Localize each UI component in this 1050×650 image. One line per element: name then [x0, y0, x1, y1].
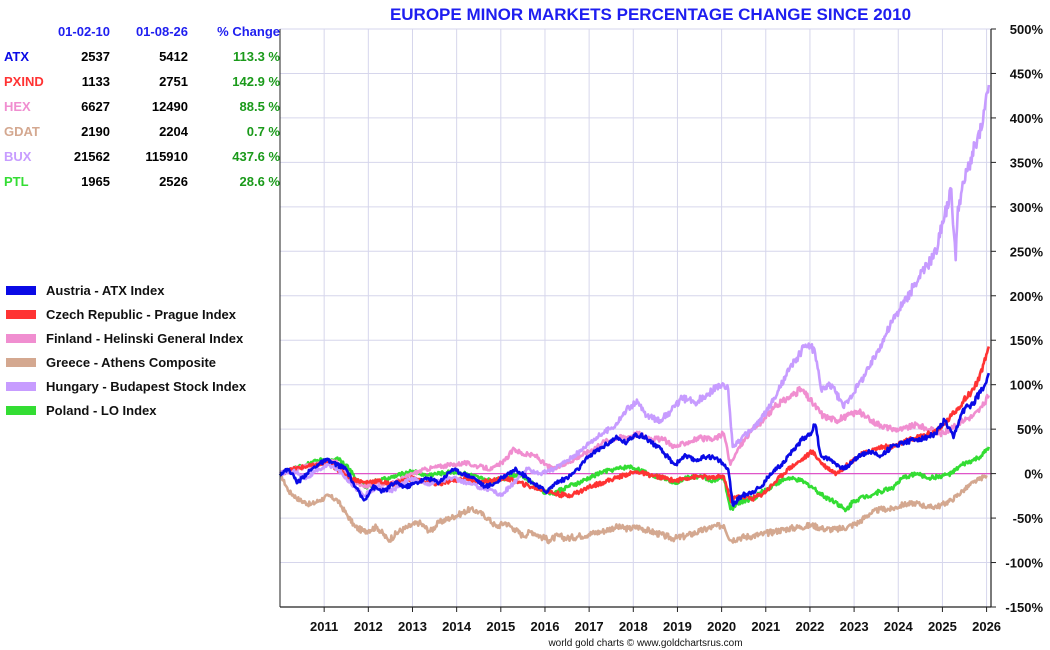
row-change: 142.9 %: [232, 74, 280, 89]
y-tick-label: 50%: [1017, 422, 1043, 437]
row-code: BUX: [4, 149, 32, 164]
legend-label: Greece - Athens Composite: [46, 354, 217, 370]
legend-item: Greece - Athens Composite: [6, 350, 246, 374]
row-start-value: 21562: [73, 149, 110, 164]
y-tick-label: 250%: [1010, 244, 1044, 259]
x-tick-label: 2011: [310, 619, 338, 634]
row-end-value: 12490: [151, 99, 188, 114]
legend-swatch: [6, 285, 36, 295]
x-tick-label: 2015: [486, 619, 515, 634]
row-code: ATX: [4, 49, 30, 64]
legend-swatch: [6, 381, 36, 391]
y-tick-label: -150%: [1005, 600, 1043, 615]
chart-legend: Austria - ATX Index Czech Republic - Pra…: [6, 278, 246, 422]
series-line-pxind: [279, 346, 991, 504]
row-end-value: 115910: [145, 149, 188, 164]
legend-item: Hungary - Budapest Stock Index: [6, 374, 246, 398]
row-end-value: 5412: [159, 49, 188, 64]
row-change: 28.6 %: [239, 174, 280, 189]
table-row: HEX 6627 12490 88.5 %: [4, 99, 280, 124]
legend-label: Hungary - Budapest Stock Index: [46, 378, 247, 394]
plot-background: [280, 29, 991, 607]
row-end-value: 2751: [159, 74, 188, 89]
y-tick-label: 100%: [1010, 378, 1044, 393]
legend-swatch: [6, 333, 36, 343]
series-line-bux: [278, 84, 991, 498]
x-tick-label: 2022: [795, 619, 824, 634]
row-change: 437.6 %: [232, 149, 280, 164]
x-tick-label: 2017: [575, 619, 604, 634]
row-code: GDAT: [4, 124, 40, 139]
y-tick-label: -50%: [1013, 511, 1044, 526]
legend-label: Poland - LO Index: [46, 402, 157, 418]
legend-swatch: [6, 357, 36, 367]
x-tick-labels: 2011 2012 2013 2014 2015 2016 2017 2018 2019 2020…: [310, 607, 1001, 634]
series-line-gdat: [279, 472, 988, 545]
x-tick-label: 2013: [398, 619, 427, 634]
row-code: HEX: [4, 99, 31, 114]
table-row: PTL 1965 2526 28.6 %: [4, 174, 280, 199]
legend-label: Austria - ATX Index: [46, 282, 165, 298]
x-tick-label: 2012: [354, 619, 383, 634]
table-row: GDAT 2190 2204 0.7 %: [4, 124, 280, 149]
x-tick-label: 2019: [663, 619, 692, 634]
y-tick-label: 350%: [1010, 155, 1044, 170]
y-tick-label: 200%: [1010, 289, 1044, 304]
grid: [280, 28, 991, 608]
row-start-value: 1133: [81, 74, 110, 89]
y-tick-label: 150%: [1010, 333, 1044, 348]
series-lines: [278, 84, 991, 545]
legend-item: Finland - Helinski General Index: [6, 326, 246, 350]
row-end-value: 2204: [159, 124, 188, 139]
row-start-value: 1965: [81, 174, 110, 189]
legend-swatch: [6, 309, 36, 319]
row-change: 0.7 %: [246, 124, 280, 139]
table-row: BUX 21562 115910 437.6 %: [4, 149, 280, 174]
x-tick-label: 2020: [707, 619, 736, 634]
y-tick-label: 400%: [1010, 111, 1044, 126]
legend-item: Austria - ATX Index: [6, 278, 246, 302]
summary-table-header: 01-02-10 01-08-26 % Change: [4, 24, 280, 49]
legend-item: Czech Republic - Prague Index: [6, 302, 246, 326]
axes: [279, 29, 992, 608]
chart-credit: world gold charts © www.goldchartsrus.co…: [547, 638, 742, 649]
x-tick-label: 2014: [442, 619, 472, 634]
y-tick-label: 300%: [1010, 200, 1044, 215]
chart-title: EUROPE MINOR MARKETS PERCENTAGE CHANGE S…: [390, 5, 911, 24]
x-tick-label: 2025: [928, 619, 957, 634]
x-tick-label: 2023: [840, 619, 869, 634]
y-tick-labels: 500% 450% 400% 350% 300% 250% 200% 150% 100% 50% 0…: [991, 22, 1043, 615]
x-tick-label: 2021: [751, 619, 780, 634]
x-tick-label: 2024: [884, 619, 914, 634]
row-code: PTL: [4, 174, 29, 189]
legend-label: Finland - Helinski General Index: [46, 330, 244, 346]
table-row: PXIND 1133 2751 142.9 %: [4, 74, 280, 99]
summary-table: 01-02-10 01-08-26 % Change ATX 2537 5412…: [4, 24, 280, 199]
row-change: 88.5 %: [239, 99, 280, 114]
row-start-value: 2537: [81, 49, 110, 64]
legend-label: Czech Republic - Prague Index: [46, 306, 236, 322]
row-start-value: 6627: [81, 99, 110, 114]
series-line-atx: [278, 372, 991, 508]
y-tick-label: 450%: [1010, 66, 1044, 81]
header-start-date: 01-02-10: [57, 24, 110, 39]
x-tick-label: 2026: [972, 619, 1001, 634]
row-end-value: 2526: [159, 174, 188, 189]
row-start-value: 2190: [81, 124, 110, 139]
x-tick-label: 2016: [531, 619, 560, 634]
row-change: 113.3 %: [233, 49, 280, 64]
y-tick-label: -100%: [1005, 556, 1043, 571]
legend-swatch: [6, 405, 36, 415]
x-tick-label: 2018: [619, 619, 648, 634]
header-end-date: 01-08-26: [135, 24, 188, 39]
legend-item: Poland - LO Index: [6, 398, 246, 422]
table-row: ATX 2537 5412 113.3 %: [4, 49, 280, 74]
row-code: PXIND: [4, 74, 44, 89]
y-tick-label: 0%: [1024, 467, 1043, 482]
y-tick-label: 500%: [1010, 22, 1044, 37]
header-percent-change: % Change: [217, 24, 280, 39]
